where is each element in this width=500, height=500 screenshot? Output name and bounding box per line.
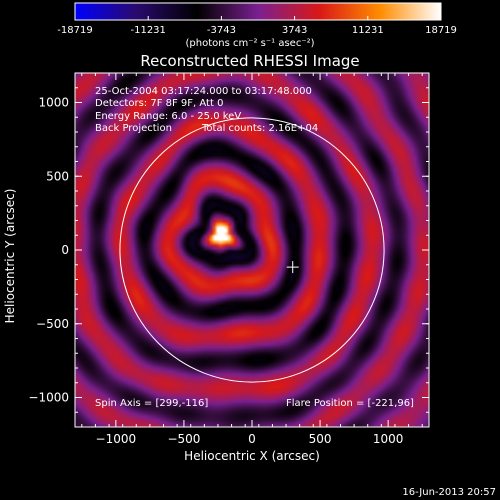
y-tick-label: 500	[46, 169, 69, 183]
colorbar: -18719 -11231 -3743 3743 11231 18719	[57, 2, 457, 36]
x-tick-label: −500	[167, 432, 200, 446]
detectors-label: Detectors: 7F 8F 9F, Att 0	[95, 98, 224, 109]
back-projection-label: Back Projection	[95, 123, 172, 134]
spin-axis-label: Spin Axis = [299,-116]	[95, 398, 209, 409]
y-tick-label: 0	[61, 243, 69, 257]
x-tick-label: 500	[309, 432, 332, 446]
flare-position-label: Flare Position = [-221,96]	[286, 398, 414, 409]
colorbar-tick-label: -18719	[57, 25, 92, 36]
chart-title: Reconstructed RHESSI Image	[140, 52, 360, 70]
timestamp-label: 16-Jun-2013 20:57	[402, 487, 496, 498]
total-counts-label: Total counts: 2.16E+04	[202, 123, 319, 134]
x-tick-label: 0	[248, 432, 256, 446]
energy-range-label: Energy Range: 6.0 - 25.0 keV	[95, 111, 242, 122]
y-tick-label: −1000	[28, 391, 69, 405]
colorbar-tick-label: 3743	[282, 25, 307, 36]
colorbar-tick-label: 18719	[425, 25, 457, 36]
colorbar-tick-label: -3743	[207, 25, 236, 36]
colorbar-unit-label: (photons cm⁻² s⁻¹ asec⁻²)	[185, 38, 315, 49]
colorbar-tick-label: 11231	[352, 25, 384, 36]
time-range-label: 25-Oct-2004 03:17:24.000 to 03:17:48.000	[95, 86, 312, 97]
rhessi-heatmap	[75, 73, 429, 427]
x-axis-label: Heliocentric X (arcsec)	[184, 449, 320, 463]
solar-limb-circle	[119, 117, 385, 383]
x-tick-label: −1000	[96, 432, 137, 446]
colorbar-fill	[75, 3, 441, 20]
y-tick-label: −500	[36, 317, 69, 331]
y-axis-label: Heliocentric Y (arcsec)	[3, 188, 17, 324]
colorbar-ticks: -18719 -11231 -3743 3743 11231 18719	[57, 16, 457, 36]
x-tick-label: 1000	[373, 432, 404, 446]
colorbar-tick-label: -11231	[130, 25, 165, 36]
y-tick-label: 1000	[38, 96, 69, 110]
colorbar-frame	[74, 2, 442, 21]
